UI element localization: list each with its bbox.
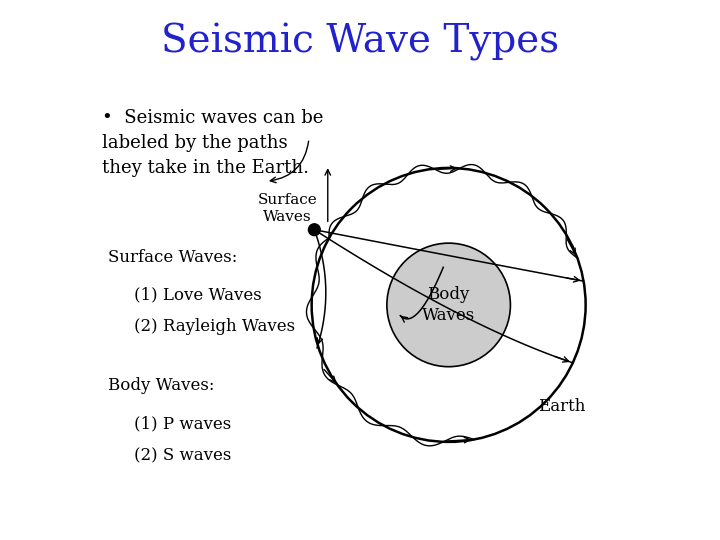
Text: (1) P waves: (1) P waves (135, 415, 232, 432)
Text: •  Seismic waves can be
labeled by the paths
they take in the Earth.: • Seismic waves can be labeled by the pa… (102, 109, 323, 177)
Text: (1) Love Waves: (1) Love Waves (135, 286, 262, 303)
Circle shape (308, 224, 320, 235)
Circle shape (387, 243, 510, 367)
Text: Body Waves:: Body Waves: (107, 377, 214, 394)
Text: Seismic Wave Types: Seismic Wave Types (161, 23, 559, 61)
Text: Surface Waves:: Surface Waves: (107, 248, 237, 266)
Text: (2) S waves: (2) S waves (135, 447, 232, 464)
Text: Body
Waves: Body Waves (422, 286, 475, 324)
Text: Surface
Waves: Surface Waves (258, 193, 318, 224)
Text: Earth: Earth (538, 399, 585, 415)
Text: (2) Rayleigh Waves: (2) Rayleigh Waves (135, 319, 295, 335)
